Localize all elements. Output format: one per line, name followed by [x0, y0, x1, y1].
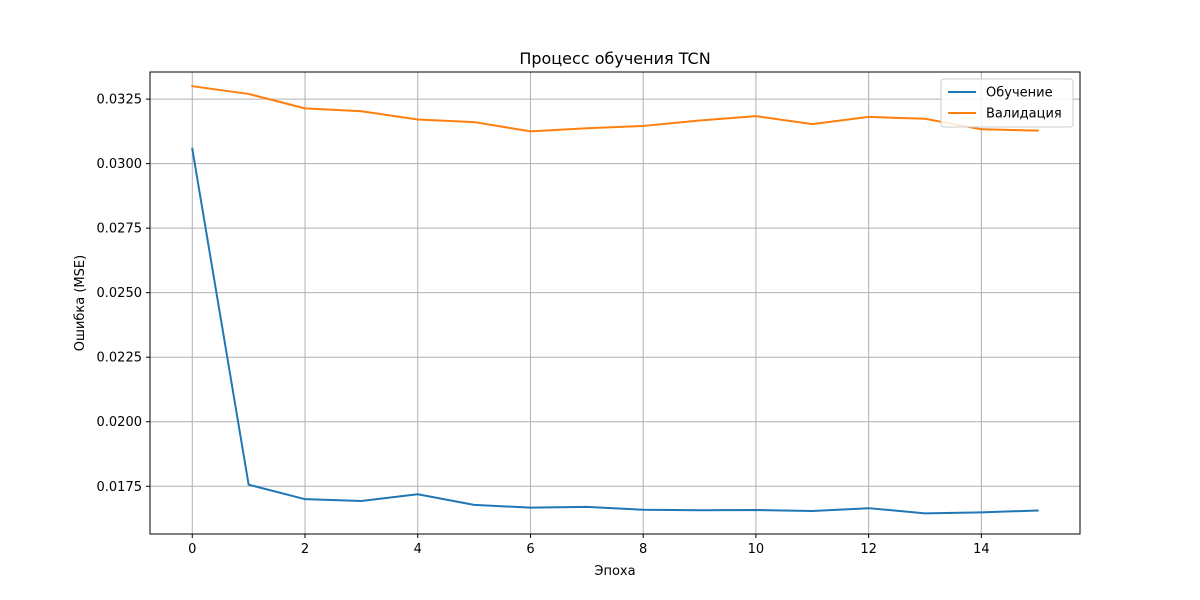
grid: [150, 72, 1080, 534]
x-axis: 0 2 4 6 8 10 12 14: [188, 534, 990, 557]
legend-label: Обучение: [986, 86, 1053, 101]
y-tick-label: 0.0250: [97, 286, 143, 301]
legend-label: Валидация: [986, 107, 1062, 122]
x-tick-label: 2: [301, 542, 309, 557]
x-tick-label: 0: [188, 542, 196, 557]
y-axis-label: Ошибка (MSE): [73, 255, 88, 351]
x-tick-label: 10: [748, 542, 765, 557]
x-tick-label: 14: [973, 542, 990, 557]
x-tick-label: 4: [414, 542, 422, 557]
y-tick-label: 0.0325: [97, 93, 143, 108]
x-tick-label: 6: [526, 542, 534, 557]
x-tick-label: 12: [860, 542, 877, 557]
x-tick-label: 8: [639, 542, 647, 557]
plot-frame: [149, 71, 1081, 535]
y-tick-label: 0.0300: [97, 157, 143, 172]
legend: Обучение Валидация: [940, 78, 1074, 128]
x-axis-label: Эпоха: [594, 564, 635, 579]
series-line-1: [191, 147, 1039, 515]
y-tick-label: 0.0225: [97, 351, 143, 366]
y-tick-label: 0.0175: [97, 480, 143, 495]
chart-title: Процесс обучения TCN: [519, 49, 710, 68]
y-tick-label: 0.0275: [97, 222, 143, 237]
y-tick-label: 0.0200: [97, 415, 143, 430]
series-line-2: [191, 85, 1039, 133]
y-axis: 0.0175 0.0200 0.0225 0.0250 0.0275 0.0300 0.03…: [97, 93, 150, 495]
series-group: [191, 85, 1039, 515]
